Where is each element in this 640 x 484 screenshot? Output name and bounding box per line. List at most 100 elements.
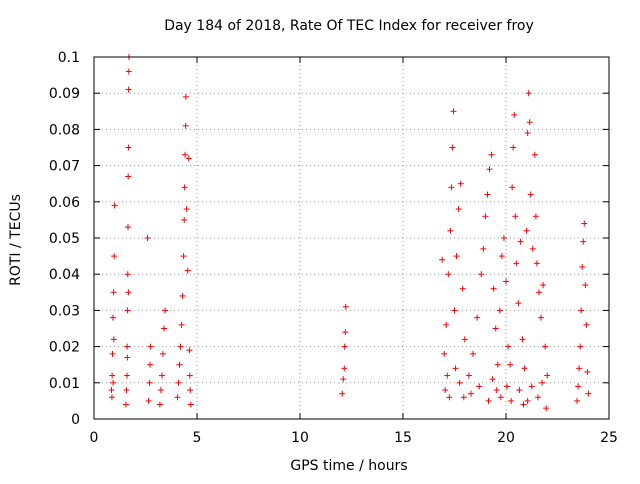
data-point-0-7: [108, 394, 115, 401]
data-point-0-19: [125, 86, 132, 93]
data-point-0-44: [182, 151, 189, 158]
data-point-0-32: [160, 350, 167, 357]
data-point-0-104: [510, 144, 517, 151]
chart-title: Day 184 of 2018, Rate Of TEC Index for r…: [164, 18, 534, 34]
data-point-0-39: [178, 321, 185, 328]
data-point-0-5: [111, 253, 118, 260]
data-point-0-113: [504, 383, 511, 390]
data-point-0-140: [578, 307, 585, 314]
data-point-0-0: [108, 387, 115, 394]
data-point-0-50: [186, 347, 193, 354]
data-point-0-145: [583, 321, 590, 328]
data-point-0-42: [181, 216, 188, 223]
data-point-0-83: [478, 271, 485, 278]
data-point-0-66: [449, 144, 456, 151]
data-point-0-118: [524, 130, 531, 137]
data-point-0-112: [497, 394, 504, 401]
data-point-0-16: [124, 224, 131, 231]
data-point-0-20: [125, 68, 132, 75]
data-point-0-65: [448, 184, 455, 191]
data-point-0-1: [109, 372, 116, 379]
data-point-0-121: [527, 191, 534, 198]
x-tick-label-0: 0: [90, 430, 99, 446]
data-point-0-130: [544, 372, 551, 379]
y-tick-label-9: 0.09: [49, 86, 80, 102]
data-point-0-13: [124, 354, 131, 361]
data-point-0-89: [490, 285, 497, 292]
data-point-0-120: [526, 119, 533, 126]
data-point-0-24: [144, 235, 151, 241]
data-point-0-95: [489, 376, 496, 383]
data-point-0-73: [461, 336, 468, 343]
data-point-0-75: [444, 372, 451, 379]
y-tick-label-4: 0.04: [49, 267, 80, 283]
grid-layer: [94, 57, 609, 419]
data-point-0-82: [474, 314, 481, 321]
x-tick-label-2: 10: [291, 430, 309, 446]
data-point-0-56: [341, 365, 348, 372]
y-tick-label-6: 0.06: [49, 195, 80, 211]
data-point-0-94: [485, 397, 492, 404]
data-point-0-109: [517, 238, 524, 245]
data-point-0-45: [182, 122, 189, 129]
data-point-0-132: [528, 383, 535, 390]
data-point-0-11: [123, 387, 130, 394]
data-point-0-43: [181, 184, 188, 191]
data-point-0-30: [157, 387, 164, 394]
data-point-0-2: [109, 350, 116, 357]
data-point-0-78: [456, 379, 463, 386]
data-point-0-10: [122, 401, 129, 408]
data-point-0-41: [180, 253, 187, 260]
data-point-0-35: [174, 394, 181, 401]
y-tick-label-10: 0.1: [58, 50, 80, 66]
data-point-0-71: [457, 180, 464, 187]
data-point-0-79: [460, 394, 467, 401]
data-point-0-103: [509, 184, 516, 191]
y-axis-label: ROTI / TECUs: [8, 194, 24, 286]
data-point-0-147: [585, 390, 592, 397]
data-point-0-34: [162, 307, 169, 314]
data-point-0-98: [498, 253, 505, 260]
data-point-0-62: [443, 321, 450, 328]
data-point-0-134: [539, 379, 546, 386]
data-point-0-48: [184, 267, 191, 274]
data-point-0-47: [183, 206, 190, 213]
data-point-0-70: [455, 206, 462, 213]
data-point-0-72: [459, 285, 466, 292]
data-point-0-92: [467, 390, 474, 397]
data-point-0-59: [342, 303, 349, 310]
data-point-0-80: [465, 372, 472, 379]
x-tick-label-5: 25: [600, 430, 618, 446]
data-point-0-33: [161, 325, 168, 332]
data-point-0-60: [439, 256, 446, 263]
data-point-0-136: [574, 397, 581, 404]
data-point-0-86: [484, 191, 491, 198]
data-point-0-68: [451, 307, 458, 314]
data-point-0-18: [125, 144, 132, 151]
data-point-0-61: [441, 350, 448, 357]
data-point-0-52: [187, 387, 194, 394]
data-point-0-141: [579, 263, 586, 270]
data-point-0-9: [110, 336, 117, 343]
data-point-0-38: [177, 343, 184, 350]
data-point-0-124: [532, 213, 539, 220]
data-point-0-114: [508, 397, 515, 404]
data-point-0-85: [482, 213, 489, 220]
data-point-0-64: [447, 227, 454, 234]
data-point-0-100: [503, 278, 509, 285]
data-point-0-101: [505, 343, 512, 350]
data-point-0-57: [341, 343, 348, 350]
data-point-0-108: [515, 300, 522, 307]
data-point-0-122: [529, 245, 536, 252]
data-point-0-15: [124, 271, 131, 278]
data-point-0-14: [124, 307, 131, 314]
data-point-0-117: [523, 227, 530, 234]
data-point-0-12: [123, 372, 130, 379]
data-point-0-125: [533, 260, 540, 267]
data-point-0-31: [158, 372, 165, 379]
y-tick-label-7: 0.07: [49, 159, 80, 175]
data-point-0-137: [575, 383, 582, 390]
data-point-0-63: [445, 271, 452, 278]
data-point-0-81: [470, 350, 477, 357]
y-tick-label-2: 0.02: [49, 340, 80, 356]
